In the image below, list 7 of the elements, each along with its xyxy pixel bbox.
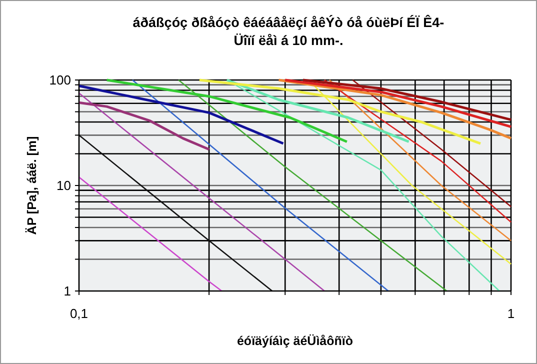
y-tick-label: 10: [56, 178, 71, 194]
x-axis-title: éóïäýíáìç äéÜìåôñïò: [236, 334, 354, 348]
y-tick-label: 1: [64, 284, 71, 299]
y-axis-title: ÄP [Pa], ááë. [m]: [25, 136, 39, 235]
y-tick-label: 100: [49, 72, 71, 88]
x-tick-label: 0,1: [70, 306, 88, 321]
chart-title: áðáßçóç ðßåóçò êáéáâåëçí åêÝò óå óùëÞí ÉÏ Ê4- Üîïí ëåì á 10 mm-.: [132, 14, 444, 48]
